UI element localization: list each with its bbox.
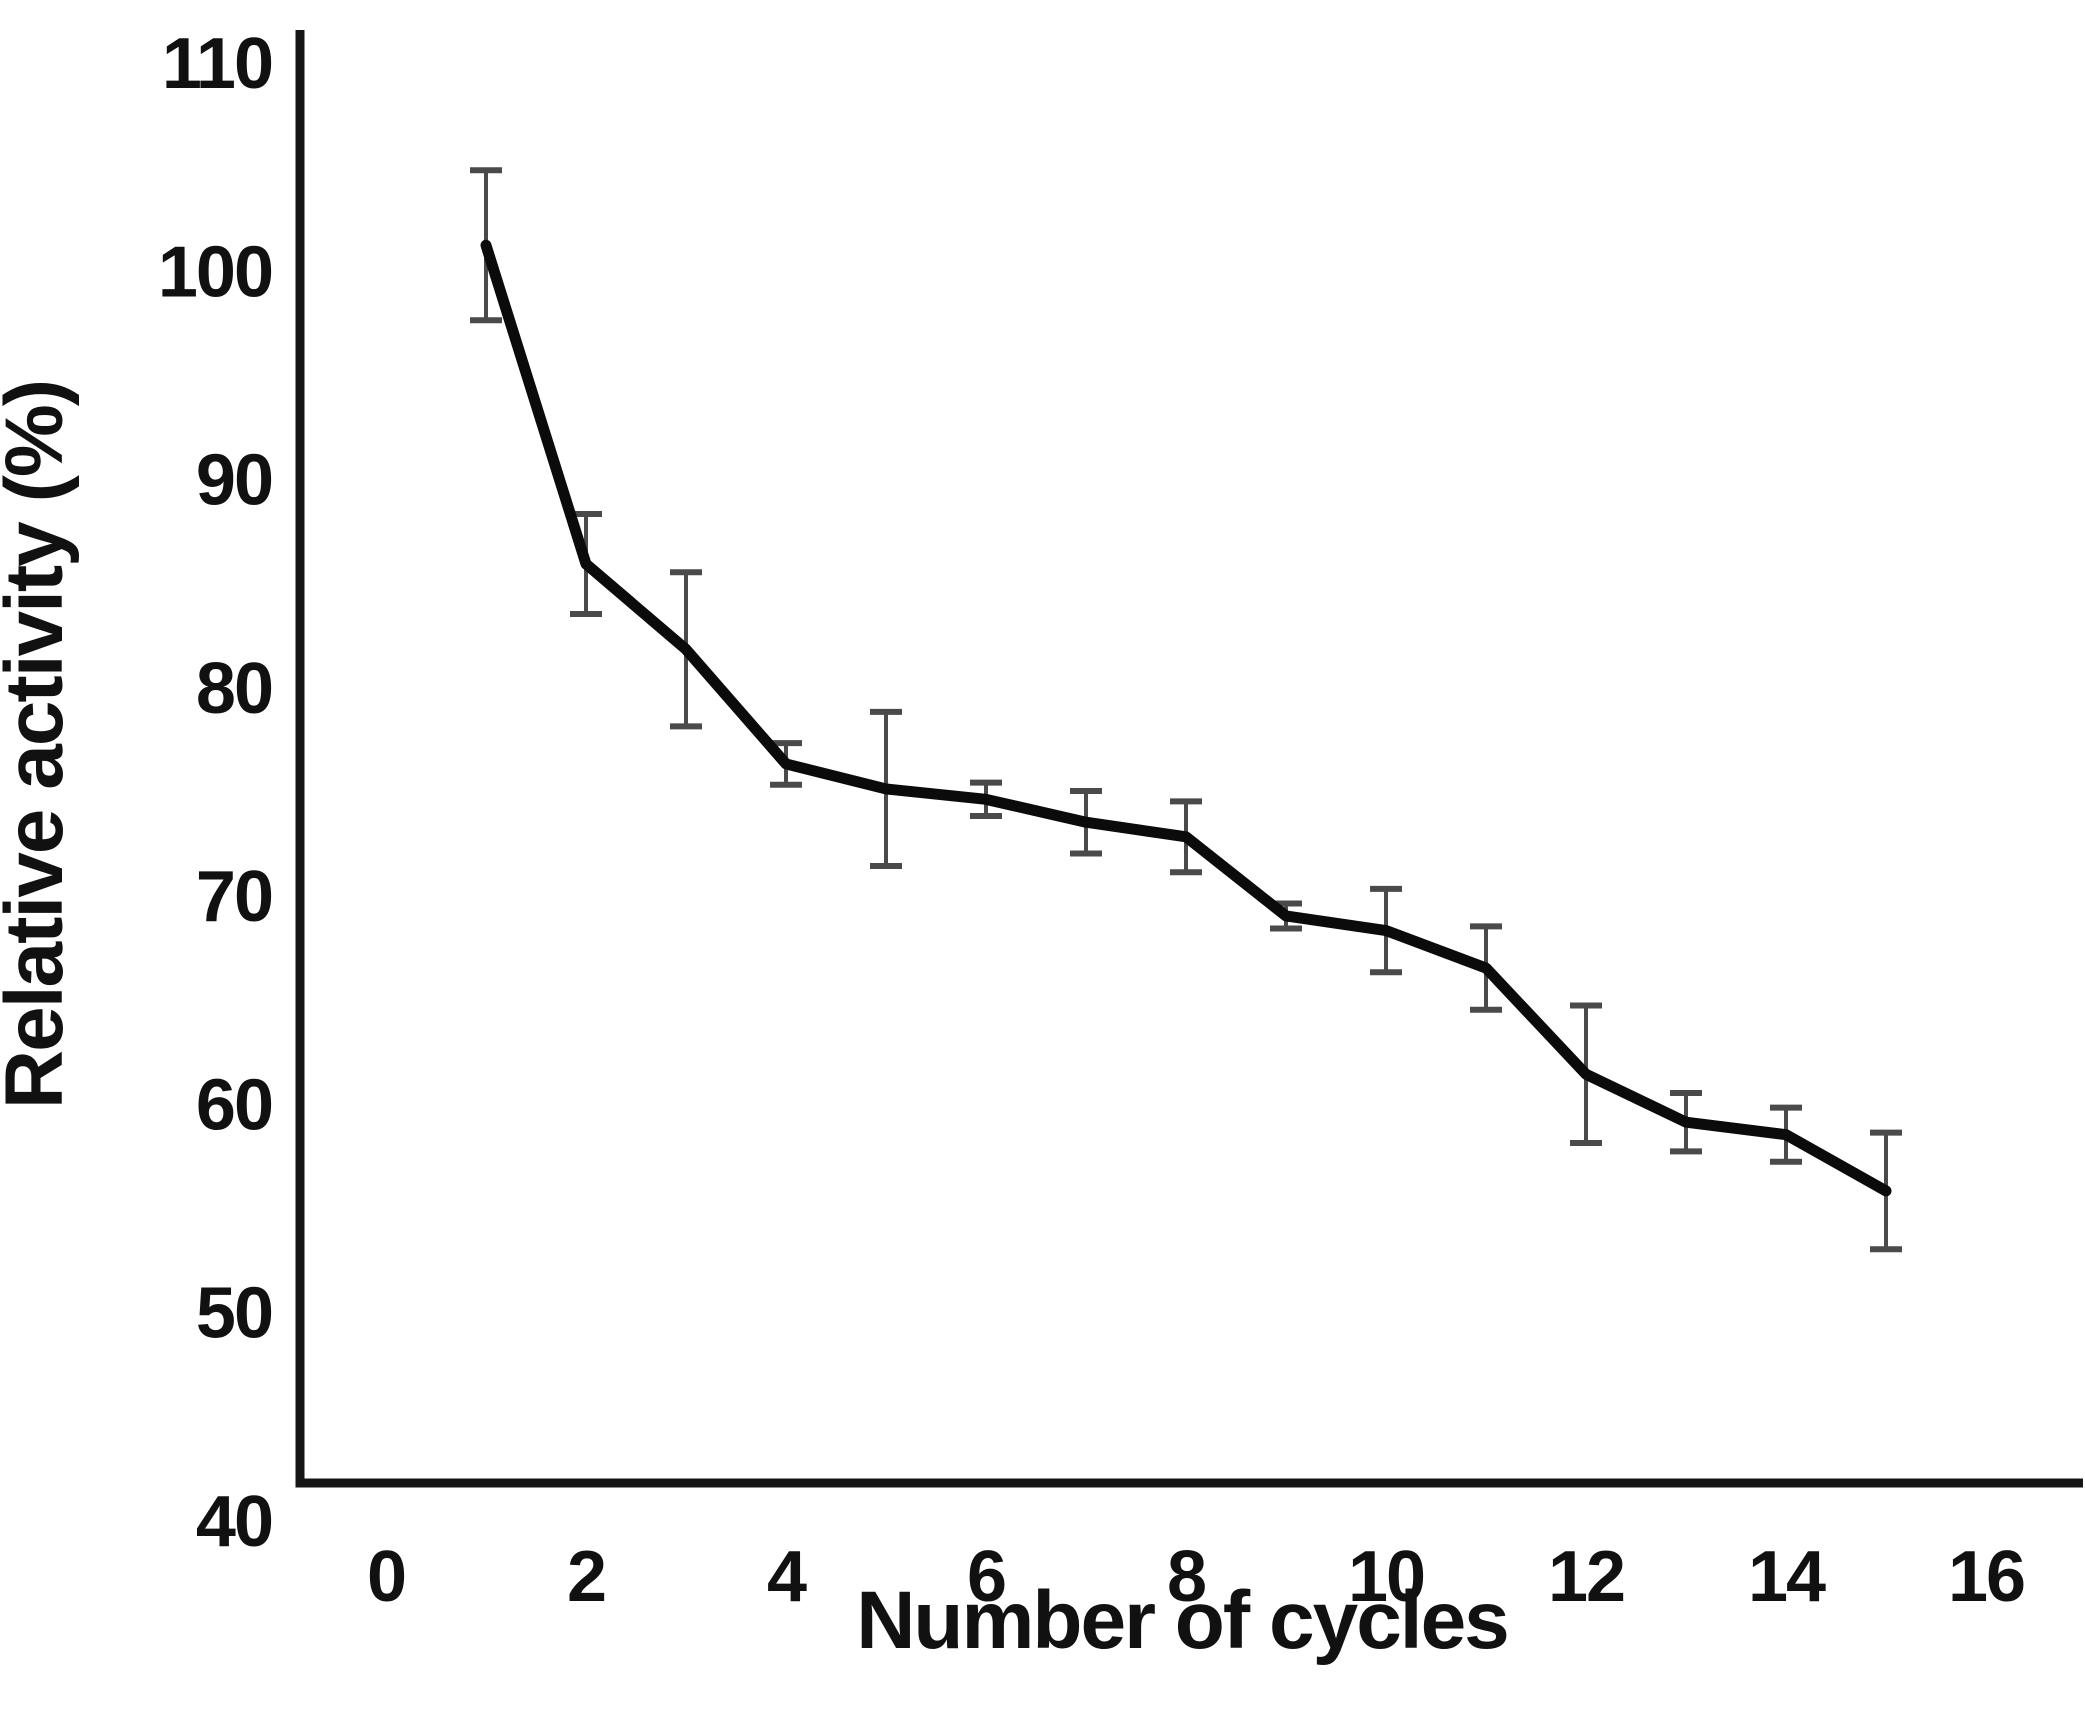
x-tick-label: 8 <box>1167 1537 1205 1617</box>
x-tick-label: 14 <box>1748 1537 1826 1617</box>
x-tick-label: 16 <box>1948 1537 2024 1617</box>
y-tick-label: 70 <box>196 857 272 937</box>
x-tick-label: 0 <box>367 1537 405 1617</box>
y-tick-label: 110 <box>162 24 272 104</box>
x-tick-labels-group: 0 2 4 6 8 10 12 14 16 <box>367 1537 2026 1617</box>
series-line <box>480 239 1892 1197</box>
y-tick-label: 40 <box>196 1482 272 1562</box>
y-axis-title: Relative activity (%) <box>0 381 80 1109</box>
error-bars-group <box>470 167 1902 1253</box>
y-tick-label: 90 <box>196 441 272 521</box>
x-axis-title: Number of cycles <box>856 1575 1508 1666</box>
x-tick-label: 2 <box>567 1537 605 1617</box>
x-tick-label: 6 <box>967 1537 1005 1617</box>
x-tick-label: 10 <box>1348 1537 1424 1617</box>
series-group <box>480 239 1892 1197</box>
x-tick-label: 12 <box>1548 1537 1624 1617</box>
y-tick-label: 60 <box>196 1065 272 1145</box>
y-tick-label: 80 <box>196 649 272 729</box>
x-tick-label: 4 <box>767 1537 807 1617</box>
y-tick-label: 50 <box>196 1274 272 1354</box>
y-tick-label: 100 <box>158 232 272 312</box>
y-tick-labels-group: 40 50 60 70 80 90 100 110 <box>158 24 274 1562</box>
